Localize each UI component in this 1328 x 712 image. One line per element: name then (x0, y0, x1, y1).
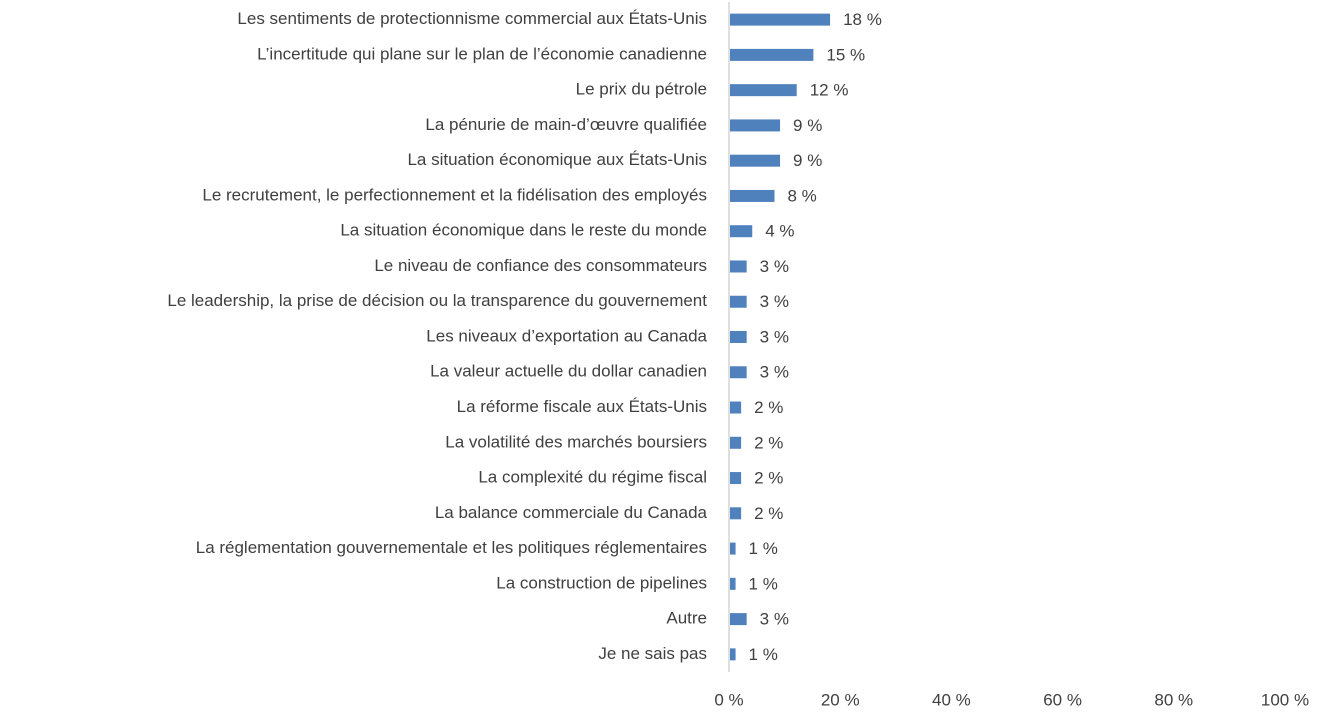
y-tick-label: La situation économique dans le reste du… (340, 221, 707, 240)
data-label: 1 % (749, 539, 778, 558)
y-tick-label: Les niveaux d’exportation au Canada (426, 326, 707, 345)
bar (730, 225, 753, 238)
data-label: 3 % (760, 292, 789, 311)
data-label: 18 % (843, 10, 882, 29)
data-label: 12 % (810, 81, 849, 100)
y-tick-label: Le recrutement, le perfectionnement et l… (202, 185, 707, 204)
y-tick-label: La réglementation gouvernementale et les… (196, 538, 707, 557)
bar (730, 577, 736, 590)
data-label: 8 % (787, 186, 816, 205)
data-label: 15 % (826, 45, 865, 64)
data-label: 2 % (754, 398, 783, 417)
bar (730, 331, 747, 343)
bar (730, 13, 831, 26)
bar (730, 154, 781, 167)
y-tick-label: La pénurie de main-d’œuvre qualifiée (425, 115, 707, 134)
bar (730, 613, 747, 626)
bar (730, 401, 742, 414)
x-tick-label: 80 % (1154, 690, 1193, 709)
bar (730, 260, 747, 273)
y-tick-label: Autre (666, 609, 707, 628)
data-label: 9 % (793, 116, 822, 135)
y-tick-label: La réforme fiscale aux États-Unis (457, 397, 707, 416)
y-tick-label: Les sentiments de protectionnisme commer… (237, 9, 707, 28)
y-tick-label: Je ne sais pas (598, 644, 707, 663)
x-tick-label: 60 % (1043, 690, 1082, 709)
data-label: 3 % (760, 257, 789, 276)
bar (730, 648, 736, 661)
bar (730, 84, 797, 97)
y-tick-label: La construction de pipelines (496, 573, 707, 592)
y-tick-label: Le prix du pétrole (576, 80, 707, 99)
bar (730, 507, 742, 520)
bar (730, 48, 814, 61)
y-tick-label: La valeur actuelle du dollar canadien (430, 362, 707, 381)
y-tick-label: Le niveau de confiance des consommateurs (374, 256, 707, 275)
bar (730, 542, 736, 555)
data-label: 3 % (760, 363, 789, 382)
data-label: 9 % (793, 151, 822, 170)
data-label: 3 % (760, 327, 789, 346)
data-label: 3 % (760, 610, 789, 629)
y-tick-label: La complexité du régime fiscal (478, 468, 707, 487)
y-tick-label: L’incertitude qui plane sur le plan de l… (257, 44, 707, 63)
data-label: 1 % (749, 645, 778, 664)
y-tick-label: La situation économique aux États-Unis (407, 150, 707, 169)
bar (730, 436, 742, 449)
data-label: 2 % (754, 504, 783, 523)
bar (730, 189, 775, 202)
data-label: 2 % (754, 433, 783, 452)
data-label: 2 % (754, 469, 783, 488)
x-tick-label: 0 % (714, 690, 743, 709)
bar (730, 119, 781, 132)
y-tick-label: Le leadership, la prise de décision ou l… (167, 291, 707, 310)
y-tick-label: La balance commerciale du Canada (435, 503, 708, 522)
bar (730, 472, 742, 485)
x-tick-label: 100 % (1261, 690, 1309, 709)
bar (730, 366, 747, 379)
y-tick-label: La volatilité des marchés boursiers (445, 432, 707, 451)
x-tick-label: 40 % (932, 690, 971, 709)
bar (730, 295, 747, 308)
x-tick-label: 20 % (821, 690, 860, 709)
data-label: 4 % (765, 222, 794, 241)
data-label: 1 % (749, 574, 778, 593)
